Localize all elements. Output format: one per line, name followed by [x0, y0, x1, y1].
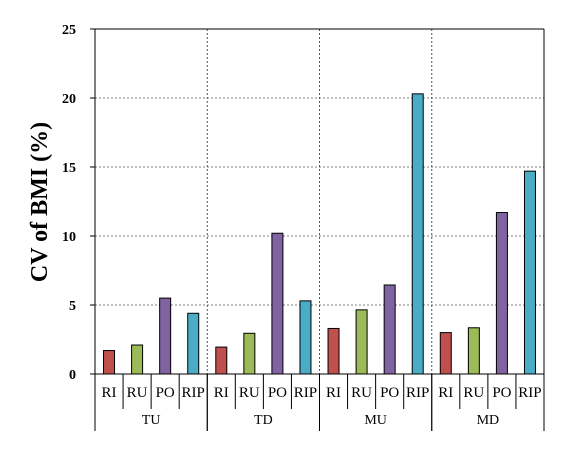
- y-tick-label-10: 10: [62, 230, 76, 245]
- x-category-label-mu-po: PO: [380, 385, 399, 401]
- x-group-label-td: TD: [254, 413, 273, 428]
- x-category-label-td-rip: RIP: [294, 385, 317, 401]
- x-group-label-md: MD: [477, 413, 500, 428]
- y-tick-label-0: 0: [69, 368, 76, 383]
- y-tick-label-20: 20: [62, 92, 76, 107]
- bar-tu-ru: [131, 344, 144, 375]
- bar-td-ru: [243, 332, 256, 375]
- bar-md-po: [495, 212, 508, 375]
- x-group-labels: TU TD MU MD: [142, 413, 499, 428]
- x-group-label-mu: MU: [364, 413, 387, 428]
- bar-tu-ri: [103, 350, 116, 375]
- x-category-label-tu-po: PO: [156, 385, 175, 401]
- bar-md-ru: [467, 327, 480, 375]
- x-group-label-tu: TU: [142, 413, 161, 428]
- bar-tu-rip: [187, 312, 200, 375]
- bar-td-rip: [299, 300, 312, 375]
- x-category-label-mu-ri: RI: [326, 385, 341, 401]
- x-category-labels: RI RU PO RIP RI RU PO RIP RI RU PO RIP RI RU PO RIP: [102, 385, 542, 401]
- x-category-label-td-po: PO: [268, 385, 287, 401]
- y-tick-label-5: 5: [69, 299, 76, 314]
- x-category-label-md-po: PO: [492, 385, 511, 401]
- x-category-label-tu-ri: RI: [102, 385, 117, 401]
- bar-td-po: [271, 232, 284, 375]
- y-tick-label-25: 25: [62, 23, 76, 38]
- x-category-label-td-ri: RI: [214, 385, 229, 401]
- bar-tu-po: [159, 297, 172, 375]
- x-category-label-tu-ru: RU: [127, 385, 148, 401]
- x-category-label-md-rip: RIP: [518, 385, 541, 401]
- bar-mu-ru: [355, 309, 368, 375]
- bar-td-ri: [215, 346, 228, 375]
- bar-mu-po: [383, 284, 396, 375]
- bar-mu-ri: [327, 327, 340, 375]
- x-category-label-mu-rip: RIP: [406, 385, 429, 401]
- y-axis-title: CV of BMI (%): [27, 122, 53, 282]
- y-tick-label-15: 15: [62, 161, 76, 176]
- bar-md-rip: [523, 170, 536, 375]
- bar-md-ri: [439, 332, 452, 375]
- x-category-label-md-ri: RI: [438, 385, 453, 401]
- x-category-label-mu-ru: RU: [351, 385, 372, 401]
- x-category-label-td-ru: RU: [239, 385, 260, 401]
- x-category-label-md-ru: RU: [463, 385, 484, 401]
- group-dividers: [206, 29, 433, 374]
- bar-mu-rip: [411, 93, 424, 375]
- x-category-label-tu-rip: RIP: [182, 385, 205, 401]
- bars: [103, 93, 536, 375]
- axes: [90, 28, 545, 431]
- y-tick-labels: 0 5 10 15 20 25: [62, 23, 76, 383]
